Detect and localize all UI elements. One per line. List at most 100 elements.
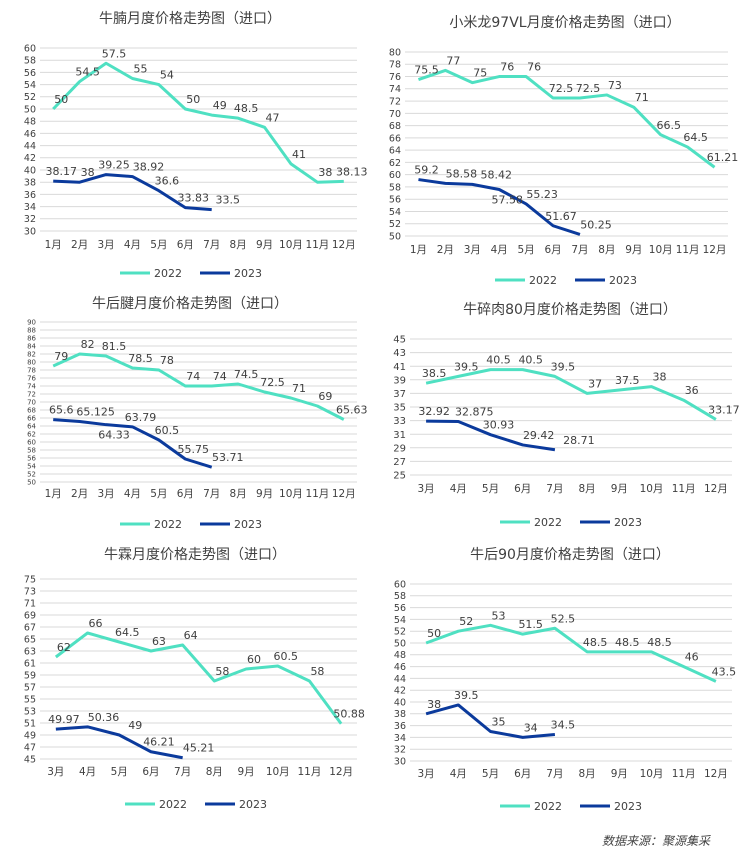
y-tick-label: 56 bbox=[24, 68, 36, 79]
y-tick-label: 76 bbox=[27, 375, 36, 383]
y-tick-label: 58 bbox=[394, 591, 406, 602]
data-label: 81.5 bbox=[102, 340, 127, 353]
y-tick-label: 73 bbox=[24, 586, 36, 597]
y-tick-label: 68 bbox=[389, 121, 401, 132]
data-label: 64.5 bbox=[115, 626, 140, 639]
y-tick-label: 32 bbox=[24, 214, 36, 225]
x-tick-label: 9月 bbox=[256, 239, 273, 251]
data-label: 76 bbox=[500, 61, 514, 74]
y-tick-label: 34 bbox=[394, 733, 406, 744]
series-line-2022 bbox=[417, 68, 716, 169]
legend-label: 2022 bbox=[154, 518, 182, 531]
chart-title: 牛霖月度价格走势图（进口） bbox=[104, 547, 286, 563]
y-tick-label: 27 bbox=[393, 457, 406, 468]
x-tick-label: 11月 bbox=[672, 768, 696, 780]
data-label: 39.5 bbox=[551, 360, 576, 373]
y-tick-label: 70 bbox=[389, 109, 401, 120]
chart-5: 牛霖月度价格走势图（进口）454749515355575961636567697… bbox=[24, 547, 365, 811]
x-tick-label: 9月 bbox=[611, 768, 628, 780]
y-tick-label: 67 bbox=[24, 622, 36, 633]
y-tick-label: 40 bbox=[24, 165, 36, 176]
x-tick-label: 12月 bbox=[704, 483, 728, 495]
data-label: 50.88 bbox=[333, 708, 365, 721]
y-tick-label: 76 bbox=[389, 72, 401, 83]
series-line-2023 bbox=[53, 418, 213, 469]
data-label: 57.5 bbox=[102, 47, 127, 60]
y-tick-label: 52 bbox=[27, 471, 36, 479]
data-label: 72.5 bbox=[260, 376, 285, 389]
x-tick-label: 5月 bbox=[150, 488, 167, 500]
data-label: 72.5 bbox=[576, 82, 601, 95]
legend-label: 2023 bbox=[614, 516, 642, 529]
y-tick-label: 52 bbox=[389, 219, 401, 230]
y-tick-label: 50 bbox=[27, 479, 36, 487]
data-label: 54.5 bbox=[75, 66, 100, 79]
data-label: 49.97 bbox=[48, 713, 80, 726]
x-tick-label: 7月 bbox=[203, 239, 220, 251]
x-tick-label: 4月 bbox=[491, 244, 508, 256]
x-tick-label: 1月 bbox=[45, 488, 62, 500]
y-tick-label: 78 bbox=[389, 60, 401, 71]
y-tick-label: 80 bbox=[389, 47, 401, 58]
data-label: 30.93 bbox=[483, 419, 515, 432]
data-label: 60 bbox=[247, 653, 261, 666]
data-label: 58 bbox=[215, 665, 229, 678]
y-tick-label: 80 bbox=[27, 359, 36, 367]
y-tick-label: 84 bbox=[27, 343, 36, 351]
y-tick-label: 58 bbox=[27, 447, 36, 455]
y-tick-label: 71 bbox=[24, 598, 36, 609]
y-tick-label: 70 bbox=[27, 399, 36, 407]
data-label: 50 bbox=[54, 93, 68, 106]
y-tick-label: 63 bbox=[24, 646, 36, 657]
y-tick-label: 44 bbox=[394, 674, 406, 685]
chart-3: 牛后腱月度价格走势图（进口）50525456586062646668707274… bbox=[27, 296, 367, 531]
data-label: 48.5 bbox=[583, 636, 608, 649]
data-label: 65.63 bbox=[336, 403, 368, 416]
y-tick-label: 57 bbox=[24, 682, 36, 693]
data-label: 62 bbox=[57, 641, 71, 654]
y-tick-label: 50 bbox=[389, 231, 401, 242]
series-line-2023 bbox=[55, 725, 183, 760]
x-tick-label: 11月 bbox=[298, 766, 322, 778]
data-label: 40.5 bbox=[518, 354, 543, 367]
y-tick-label: 88 bbox=[27, 327, 36, 335]
x-tick-label: 7月 bbox=[546, 483, 563, 495]
data-label: 66 bbox=[89, 617, 103, 630]
x-tick-label: 12月 bbox=[332, 239, 356, 251]
x-tick-label: 4月 bbox=[124, 239, 141, 251]
data-label: 43.5 bbox=[712, 665, 737, 678]
x-tick-label: 3月 bbox=[464, 244, 481, 256]
data-label: 65.6 bbox=[49, 404, 74, 417]
x-tick-label: 3月 bbox=[418, 768, 435, 780]
legend-label: 2023 bbox=[234, 267, 262, 280]
y-tick-label: 31 bbox=[393, 430, 406, 441]
data-label: 54 bbox=[160, 69, 174, 82]
chart-title: 牛后90月度价格走势图（进口） bbox=[470, 547, 670, 563]
data-label: 41 bbox=[292, 148, 306, 161]
data-label: 47 bbox=[266, 111, 280, 124]
data-label: 33.17 bbox=[708, 403, 740, 416]
y-tick-label: 42 bbox=[24, 153, 36, 164]
data-label: 57.58 bbox=[491, 194, 523, 207]
data-label: 51.67 bbox=[545, 210, 577, 223]
data-label: 37.5 bbox=[615, 374, 640, 387]
series-line-2023 bbox=[418, 178, 581, 236]
x-tick-label: 11月 bbox=[672, 483, 696, 495]
data-label: 75.5 bbox=[414, 64, 439, 77]
x-tick-label: 7月 bbox=[571, 244, 588, 256]
x-tick-label: 6月 bbox=[514, 768, 531, 780]
series-line-2023 bbox=[53, 173, 212, 212]
data-label: 55 bbox=[133, 63, 147, 76]
data-label: 50.36 bbox=[88, 711, 120, 724]
data-label: 32.875 bbox=[455, 405, 494, 418]
y-tick-label: 82 bbox=[27, 351, 36, 359]
data-label: 36.6 bbox=[155, 175, 180, 188]
y-tick-label: 50 bbox=[24, 104, 36, 115]
data-label: 49 bbox=[128, 719, 142, 732]
data-label: 39.5 bbox=[454, 689, 479, 702]
legend-label: 2022 bbox=[159, 798, 187, 811]
x-tick-label: 5月 bbox=[518, 244, 535, 256]
data-label: 74 bbox=[186, 370, 200, 383]
y-tick-label: 41 bbox=[393, 362, 406, 373]
